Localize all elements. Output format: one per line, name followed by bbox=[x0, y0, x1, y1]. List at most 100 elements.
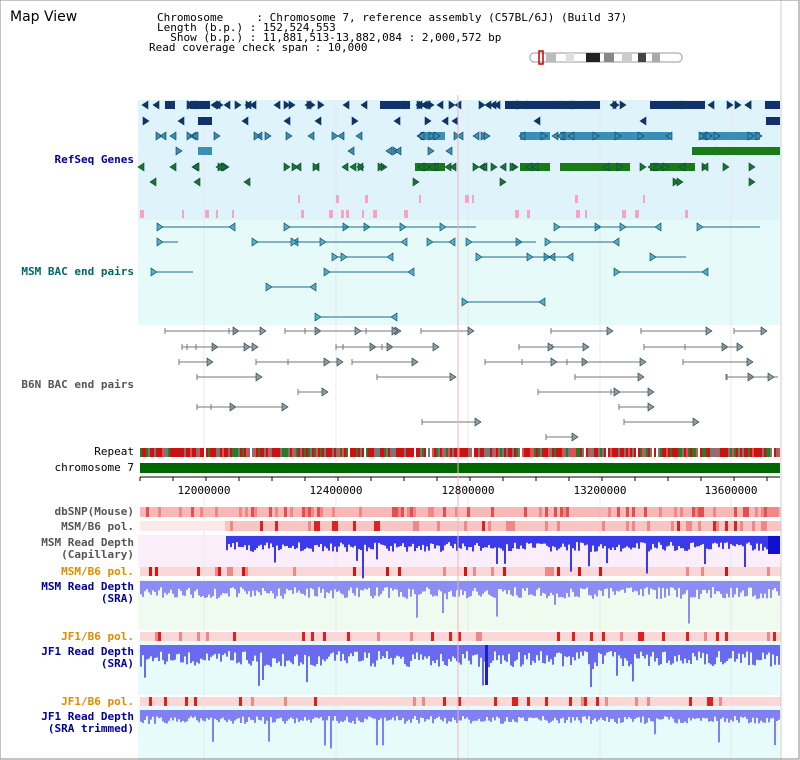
bac-end-marker bbox=[206, 357, 214, 367]
bac-end-marker bbox=[319, 237, 327, 247]
depth-tracks[interactable] bbox=[140, 536, 780, 749]
label-jf1-depth-trimmed[interactable]: JF1 Read Depth bbox=[41, 710, 134, 723]
gene-marker bbox=[612, 100, 620, 110]
gene-mark-pink bbox=[216, 210, 218, 218]
gene-marker bbox=[676, 177, 684, 187]
bac-end-marker bbox=[399, 222, 407, 232]
gene-marker bbox=[177, 116, 185, 126]
gene-marker bbox=[428, 131, 436, 141]
gene-block bbox=[692, 147, 780, 155]
bac-end-marker bbox=[432, 342, 440, 352]
bac-end-marker bbox=[314, 312, 322, 322]
label-jf1-pol-2[interactable]: JF1/B6 pol. bbox=[61, 695, 134, 708]
bac-end-marker bbox=[290, 237, 298, 247]
page-title: Map View bbox=[10, 9, 78, 25]
gene-block bbox=[520, 132, 550, 140]
label-msm-pol-2[interactable]: MSM/B6 pol. bbox=[61, 565, 134, 578]
refseq-track-bg bbox=[138, 100, 780, 220]
msm-bac-track[interactable] bbox=[150, 222, 760, 322]
gene-mark-pink bbox=[341, 210, 344, 218]
gene-marker bbox=[215, 162, 223, 172]
bac-end-marker bbox=[340, 252, 348, 262]
refseq-genes-track[interactable] bbox=[137, 100, 780, 218]
gene-marker bbox=[137, 162, 145, 172]
gene-marker bbox=[614, 131, 622, 141]
bac-end-marker bbox=[637, 372, 645, 382]
repeat-track[interactable] bbox=[140, 448, 780, 457]
show-range-line: Show (b.p.) : 11,881,513-13,882,084 : 2,… bbox=[157, 31, 502, 44]
bac-end-marker bbox=[571, 432, 579, 442]
chromosome-bar[interactable] bbox=[140, 463, 780, 473]
gene-marker bbox=[416, 100, 424, 110]
gene-mark-pink bbox=[685, 210, 688, 218]
gene-block bbox=[198, 117, 212, 125]
gene-mark-pink bbox=[622, 210, 626, 218]
gene-marker bbox=[403, 100, 411, 110]
gene-mark-pink bbox=[205, 210, 209, 218]
bac-end-marker bbox=[426, 237, 434, 247]
bac-end-marker bbox=[746, 357, 754, 367]
gene-mark-pink bbox=[575, 195, 578, 203]
bac-end-marker bbox=[538, 297, 546, 307]
bac-end-marker bbox=[156, 222, 164, 232]
bac-end-marker bbox=[156, 237, 164, 247]
gene-block bbox=[650, 163, 695, 171]
coverage-span-line: Read coverage check span : 10,000 bbox=[149, 41, 368, 54]
gene-marker bbox=[385, 146, 393, 156]
bac-end-marker bbox=[448, 237, 456, 247]
label-jf1-depth-sra[interactable]: JF1 Read Depth bbox=[41, 645, 134, 658]
snp-tracks[interactable] bbox=[140, 507, 782, 706]
bac-end-marker bbox=[411, 357, 419, 367]
gene-marker bbox=[169, 162, 177, 172]
label-msm-pol[interactable]: MSM/B6 pol. bbox=[61, 520, 134, 533]
bac-end-marker bbox=[654, 222, 662, 232]
bac-end-marker bbox=[612, 237, 620, 247]
gene-marker bbox=[142, 116, 150, 126]
gene-marker bbox=[734, 100, 742, 110]
gene-marker bbox=[394, 146, 402, 156]
label-jf1-depth-trimmed-sub: (SRA trimmed) bbox=[47, 722, 134, 735]
bac-end-marker bbox=[692, 417, 700, 427]
chromosome-line: Chromosome : Chromosome 7, reference ass… bbox=[157, 11, 628, 24]
gene-marker bbox=[307, 131, 315, 141]
gene-marker bbox=[149, 177, 157, 187]
gene-marker bbox=[351, 116, 359, 126]
gene-marker bbox=[592, 131, 600, 141]
label-dbsnp[interactable]: dbSNP(Mouse) bbox=[54, 505, 134, 518]
bac-end-marker bbox=[550, 357, 558, 367]
label-jf1-pol[interactable]: JF1/B6 pol. bbox=[61, 630, 134, 643]
label-msm-depth-capillary[interactable]: MSM Read Depth bbox=[41, 536, 134, 549]
bac-end-marker bbox=[251, 342, 259, 352]
bac-end-marker bbox=[255, 372, 263, 382]
gene-marker bbox=[291, 162, 299, 172]
bac-end-marker bbox=[736, 342, 744, 352]
gene-marker bbox=[707, 100, 715, 110]
gene-marker bbox=[244, 100, 252, 110]
length-line: Length (b.p.) : 152,524,553 bbox=[157, 21, 336, 34]
b6n-bac-track[interactable] bbox=[164, 326, 778, 442]
gene-mark-pink bbox=[585, 210, 587, 218]
label-refseq-genes[interactable]: RefSeq Genes bbox=[54, 153, 134, 166]
gene-marker bbox=[472, 131, 480, 141]
gene-mark-pink bbox=[301, 210, 304, 218]
label-msm-bac[interactable]: MSM BAC end pairs bbox=[21, 265, 134, 278]
label-b6n-bac[interactable]: B6N BAC end pairs bbox=[21, 378, 134, 391]
gene-mark-pink bbox=[373, 210, 377, 218]
gene-marker bbox=[639, 116, 647, 126]
gene-marker bbox=[213, 131, 221, 141]
chromosome-ideogram[interactable] bbox=[529, 50, 683, 65]
gene-marker bbox=[573, 100, 581, 110]
label-jf1-depth-sra-sub: (SRA) bbox=[100, 657, 134, 670]
gene-marker bbox=[445, 146, 453, 156]
label-msm-depth-sra[interactable]: MSM Read Depth bbox=[41, 580, 134, 593]
gene-marker bbox=[483, 131, 491, 141]
label-chromosome[interactable]: chromosome 7 bbox=[54, 461, 134, 474]
label-repeat[interactable]: Repeat bbox=[94, 445, 134, 458]
bac-end-marker bbox=[449, 372, 457, 382]
gene-marker bbox=[655, 162, 663, 172]
gene-marker bbox=[342, 100, 350, 110]
gene-marker bbox=[747, 131, 755, 141]
gene-mark-pink bbox=[140, 210, 144, 218]
gene-mark-pink bbox=[635, 210, 639, 218]
